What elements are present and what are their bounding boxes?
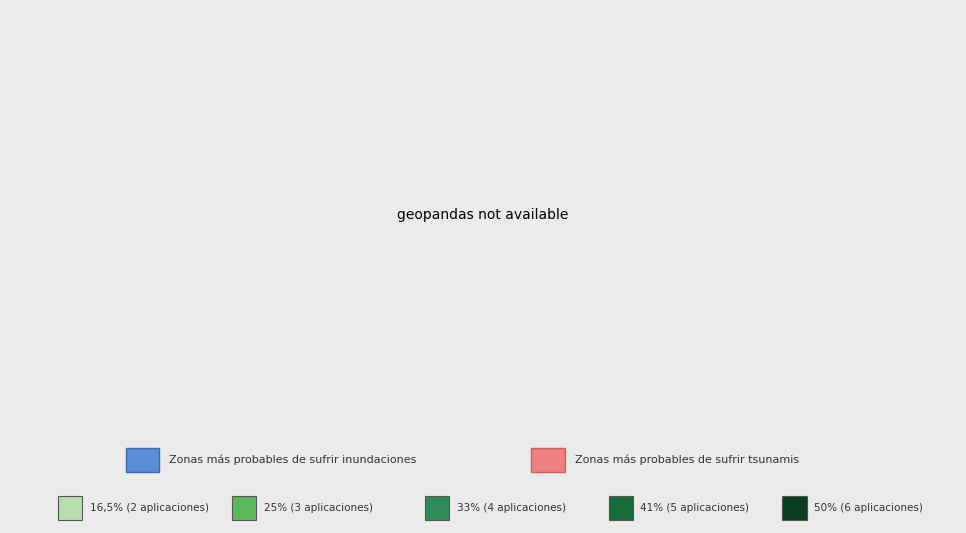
FancyBboxPatch shape — [232, 496, 256, 520]
Text: geopandas not available: geopandas not available — [397, 207, 569, 222]
Text: 25% (3 aplicaciones): 25% (3 aplicaciones) — [264, 503, 373, 513]
Text: Zonas más probables de sufrir inundaciones: Zonas más probables de sufrir inundacion… — [169, 455, 416, 465]
FancyBboxPatch shape — [425, 496, 449, 520]
Text: 33% (4 aplicaciones): 33% (4 aplicaciones) — [457, 503, 566, 513]
Text: Zonas más probables de sufrir tsunamis: Zonas más probables de sufrir tsunamis — [575, 455, 799, 465]
FancyBboxPatch shape — [531, 448, 565, 472]
Text: 50% (6 aplicaciones): 50% (6 aplicaciones) — [814, 503, 923, 513]
FancyBboxPatch shape — [126, 448, 159, 472]
FancyBboxPatch shape — [58, 496, 82, 520]
FancyBboxPatch shape — [782, 496, 807, 520]
FancyBboxPatch shape — [609, 496, 633, 520]
Text: 16,5% (2 aplicaciones): 16,5% (2 aplicaciones) — [90, 503, 209, 513]
Text: 41% (5 aplicaciones): 41% (5 aplicaciones) — [640, 503, 750, 513]
